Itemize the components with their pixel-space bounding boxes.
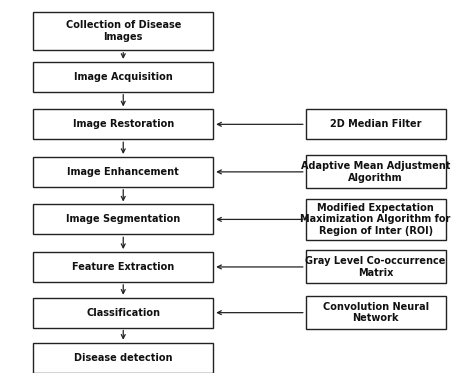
Text: Classification: Classification bbox=[86, 308, 160, 318]
FancyBboxPatch shape bbox=[33, 204, 213, 234]
FancyBboxPatch shape bbox=[306, 250, 446, 283]
FancyBboxPatch shape bbox=[306, 199, 446, 240]
Text: Collection of Disease
Images: Collection of Disease Images bbox=[65, 20, 181, 42]
Text: Feature Extraction: Feature Extraction bbox=[72, 262, 174, 272]
FancyBboxPatch shape bbox=[306, 296, 446, 329]
Text: Image Segmentation: Image Segmentation bbox=[66, 214, 181, 225]
Text: Image Restoration: Image Restoration bbox=[73, 119, 174, 129]
Text: Adaptive Mean Adjustment
Algorithm: Adaptive Mean Adjustment Algorithm bbox=[301, 161, 450, 183]
FancyBboxPatch shape bbox=[33, 343, 213, 373]
Text: 2D Median Filter: 2D Median Filter bbox=[330, 119, 421, 129]
FancyBboxPatch shape bbox=[33, 298, 213, 327]
FancyBboxPatch shape bbox=[33, 12, 213, 50]
Text: Modified Expectation
Maximization Algorithm for
Region of Inter (ROI): Modified Expectation Maximization Algori… bbox=[301, 203, 451, 236]
Text: Convolution Neural
Network: Convolution Neural Network bbox=[323, 302, 428, 323]
FancyBboxPatch shape bbox=[33, 109, 213, 140]
Text: Image Acquisition: Image Acquisition bbox=[74, 72, 173, 82]
FancyBboxPatch shape bbox=[306, 109, 446, 140]
FancyBboxPatch shape bbox=[33, 62, 213, 92]
FancyBboxPatch shape bbox=[306, 156, 446, 188]
Text: Image Enhancement: Image Enhancement bbox=[67, 167, 179, 177]
Text: Disease detection: Disease detection bbox=[74, 352, 173, 363]
FancyBboxPatch shape bbox=[33, 157, 213, 187]
Text: Gray Level Co-occurrence
Matrix: Gray Level Co-occurrence Matrix bbox=[305, 256, 446, 278]
FancyBboxPatch shape bbox=[33, 252, 213, 282]
